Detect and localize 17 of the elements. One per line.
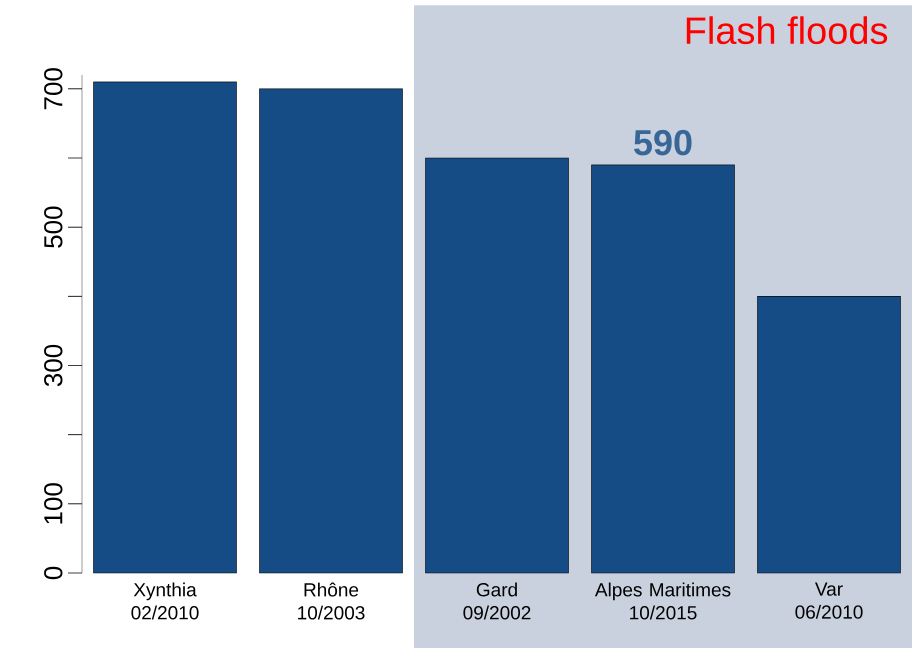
bar: [425, 158, 569, 574]
band-label: Flash floods: [686, 16, 888, 44]
data-label: 590: [634, 130, 692, 156]
y-tick-label: 700: [44, 68, 62, 110]
y-tick-label: 500: [44, 206, 62, 248]
bar: [259, 88, 403, 574]
x-tick-label: Var 06/2010: [795, 582, 863, 619]
bar: [757, 296, 901, 574]
bar: [93, 82, 237, 574]
x-tick-label: Xynthia 02/2010: [131, 582, 199, 620]
bar: [591, 164, 735, 574]
y-tick-label: 0: [44, 566, 62, 580]
y-tick-label: 300: [44, 344, 62, 386]
y-tick-label: 100: [44, 483, 62, 524]
x-tick-label: Alpes Maritimes 10/2015: [594, 582, 730, 620]
x-tick-label: Rhône 10/2003: [298, 582, 364, 620]
x-tick-label: Gard 09/2002: [463, 582, 530, 620]
